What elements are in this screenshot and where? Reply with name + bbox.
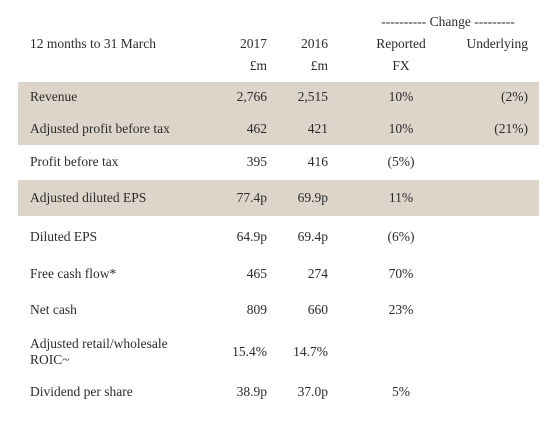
underlying-header: Underlying (466, 36, 529, 51)
row-label: Free cash flow* (30, 265, 117, 281)
year-header: 2016 (301, 36, 328, 51)
row-label: Profit before tax (30, 154, 119, 169)
row-label: Adjusted diluted EPS (30, 190, 147, 205)
value-cell: (21%) (494, 120, 528, 136)
table-row: Adjusted retail/wholesale ROIC~ 15.4% 14.7… (0, 330, 549, 374)
value-cell: 465 (246, 265, 267, 281)
table-row: Free cash flow* 465 274 70% (0, 256, 549, 291)
table-row: Revenue 2,766 2,515 10% (2%) (0, 82, 549, 112)
row-label: Adjusted profit before tax (30, 120, 170, 136)
unit-header: £m (310, 58, 328, 73)
value-cell: 23% (388, 302, 414, 317)
value-cell: 11% (388, 190, 414, 205)
value-cell: 69.4p (297, 228, 328, 244)
row-label: Dividend per share (30, 383, 133, 399)
value-cell: 421 (307, 120, 328, 136)
table-row: Diluted EPS 64.9p 69.4p (6%) (0, 219, 549, 254)
row-shading (18, 180, 539, 216)
year-header: 2017 (240, 36, 267, 51)
table-row: Adjusted profit before tax 462 421 10% (21%) (0, 112, 549, 145)
value-cell: 10% (388, 89, 414, 104)
value-cell: 274 (307, 265, 328, 281)
value-cell: (2%) (501, 89, 528, 104)
value-cell: 14.7% (293, 344, 328, 359)
fx-header: FX (392, 58, 410, 73)
row-label: Net cash (30, 302, 77, 317)
unit-header: £m (249, 58, 267, 73)
value-cell: 462 (246, 120, 267, 136)
table-row: Net cash 809 660 23% (0, 292, 549, 328)
row-label: Diluted EPS (30, 228, 98, 244)
row-label: Revenue (30, 89, 78, 104)
value-cell: 69.9p (297, 190, 328, 205)
value-cell: 64.9p (236, 228, 267, 244)
value-cell: 2,515 (297, 89, 328, 104)
table-row: Adjusted diluted EPS 77.4p 69.9p 11% (0, 180, 549, 216)
change-header: ---------- Change --------- (381, 14, 515, 29)
value-cell: 2,766 (236, 89, 267, 104)
value-cell: (6%) (387, 228, 415, 244)
table-row: Dividend per share 38.9p 37.0p 5% (0, 375, 549, 408)
row-shading (18, 82, 539, 112)
value-cell: 809 (246, 302, 267, 317)
period-header: 12 months to 31 March (30, 36, 156, 51)
value-cell: 5% (392, 383, 410, 399)
value-cell: 15.4% (232, 344, 267, 359)
value-cell: 38.9p (236, 383, 267, 399)
value-cell: 37.0p (297, 383, 328, 399)
reported-header: Reported (376, 36, 426, 51)
value-cell: 77.4p (236, 190, 267, 205)
value-cell: 395 (246, 154, 267, 169)
value-cell: 416 (307, 154, 328, 169)
value-cell: (5%) (387, 154, 415, 169)
row-shading (18, 112, 539, 145)
value-cell: 70% (388, 265, 414, 281)
row-label: Adjusted retail/wholesale ROIC~ (30, 336, 168, 367)
value-cell: 660 (307, 302, 328, 317)
value-cell: 10% (388, 120, 414, 136)
table-row: Profit before tax 395 416 (5%) (0, 145, 549, 179)
